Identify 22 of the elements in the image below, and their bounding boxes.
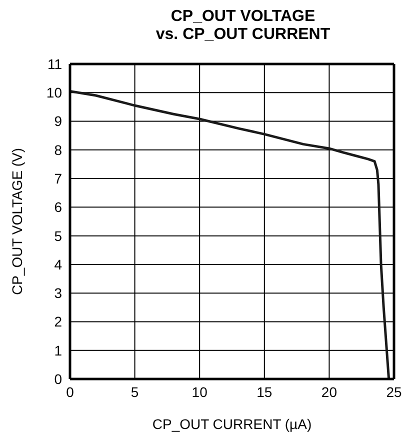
y-tick-label: 1 — [54, 342, 62, 358]
y-tick-label: 11 — [47, 56, 62, 72]
y-tick-label: 10 — [46, 84, 62, 101]
line-series — [70, 90, 390, 379]
y-tick-label: 4 — [54, 256, 62, 272]
y-axis-title: CP_OUT VOLTAGE (V) — [8, 148, 25, 296]
x-tick-label: 20 — [321, 384, 338, 400]
y-tick-label: 8 — [54, 142, 62, 158]
y-tick-label: 5 — [54, 228, 62, 244]
chart-title: CP_OUT VOLTAGE vs. CP_OUT CURRENT — [154, 8, 332, 44]
x-tick-label: 15 — [256, 384, 272, 400]
y-tick-label: 3 — [54, 285, 62, 302]
y-tick-label: 0 — [54, 370, 62, 387]
x-tick-label: 25 — [386, 384, 402, 400]
y-tick-label: 6 — [54, 199, 62, 216]
y-tick-label: 2 — [54, 314, 62, 330]
x-tick-label: 10 — [192, 384, 208, 400]
y-tick-label: 9 — [54, 113, 62, 130]
x-axis-title: CP_OUT CURRENT (µA) — [152, 416, 312, 432]
x-tick-label: 0 — [66, 384, 74, 400]
y-tick-label: 7 — [54, 170, 62, 187]
x-tick-label: 5 — [130, 384, 139, 400]
